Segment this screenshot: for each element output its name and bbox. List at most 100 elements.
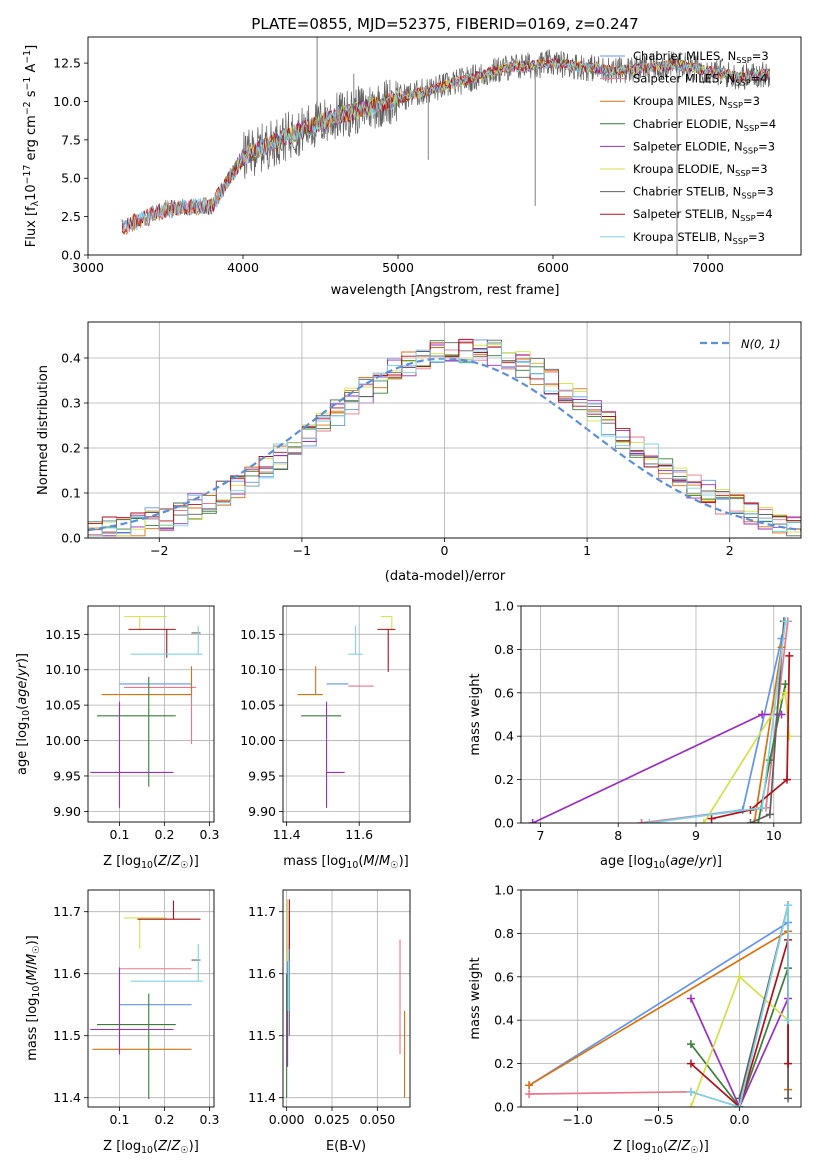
x-axis-label: Z [log10(Z/Z☉)] bbox=[103, 1139, 199, 1156]
x-tick-label: 3000 bbox=[72, 260, 104, 275]
y-tick-label: 11.4 bbox=[53, 1090, 81, 1105]
figure-title: PLATE=0855, MJD=52375, FIBERID=0169, z=0… bbox=[251, 15, 638, 33]
mass_vs_ebv-ticks: 0.000 0.025 0.050 11.4 11.5 11.6 11.7 bbox=[248, 890, 410, 1127]
weight-marker-kroupa-stelib bbox=[758, 803, 767, 812]
mass_vs_Z-ticks: 0.1 0.2 0.3 11.4 11.5 11.6 11.7 bbox=[53, 890, 219, 1127]
x-tick-label: 4000 bbox=[227, 260, 259, 275]
weight-marker-salpeter-elodie bbox=[528, 819, 537, 823]
spectrum-line-kroupa-stelib bbox=[121, 59, 770, 233]
weight-marker-kroupa-stelib bbox=[686, 1087, 695, 1096]
legend-entry-chabrier-miles: Chabrier MILES, NSSP=3 bbox=[633, 49, 769, 65]
y-tick-label: 1.0 bbox=[494, 883, 514, 898]
x-axis-label: wavelength [Angstrom, rest frame] bbox=[331, 283, 560, 298]
x-tick-label: −2 bbox=[150, 543, 168, 558]
y-tick-label: 11.5 bbox=[53, 1028, 81, 1043]
y-tick-label: 0.8 bbox=[494, 642, 514, 657]
x-tick-label: 7000 bbox=[692, 260, 724, 275]
y-tick-label: 10.15 bbox=[45, 627, 81, 642]
legend-entry-kroupa-elodie: Kroupa ELODIE, NSSP=3 bbox=[633, 162, 768, 178]
spectrum-panel: 3000 4000 5000 6000 7000 0.0 2.5 5.0 7.5 10.0 12.5… bbox=[22, 36, 802, 298]
age_vs_Z-panel: 0.1 0.2 0.3 9.90 9.95 10.00 10.05 10.10 10.15 Z [… bbox=[15, 605, 219, 871]
y-tick-label: 0.2 bbox=[494, 772, 514, 787]
spectrum-ticks: 3000 4000 5000 6000 7000 0.0 2.5 5.0 7.5 10.0 12.5 bbox=[53, 56, 724, 275]
weight-marker-kroupa-miles bbox=[525, 1081, 534, 1090]
y-tick-label: 9.90 bbox=[53, 804, 81, 819]
weight-marker-kroupa-stelib bbox=[784, 901, 793, 910]
spectrum-line-salpeter-stelib bbox=[121, 57, 770, 235]
x-axis-label: E(B-V) bbox=[326, 1139, 366, 1154]
x-tick-label: 1 bbox=[583, 543, 591, 558]
y-tick-label: 7.5 bbox=[61, 132, 81, 147]
y-tick-label: 10.15 bbox=[240, 627, 276, 642]
weight-line-kroupa-stelib bbox=[690, 905, 789, 1107]
age_vs_mass-panel: 11.4 11.6 9.90 9.95 10.00 10.05 10.10 10.15 mass… bbox=[240, 605, 411, 871]
legend: N(0, 1) bbox=[700, 337, 781, 351]
axes-frame bbox=[282, 889, 411, 1108]
y-tick-label: 10.00 bbox=[240, 733, 276, 748]
weight-marker-kroupa-stelib bbox=[735, 1103, 744, 1107]
weight-marker-salpeter-stelib bbox=[784, 1059, 793, 1068]
weight_vs_age-panel: 7 8 9 10 0.0 0.2 0.4 0.6 0.8 1.0 age [log10(age/yr… bbox=[468, 599, 802, 871]
weight-marker-kroupa-elodie bbox=[785, 732, 794, 741]
y-tick-label: 9.95 bbox=[53, 768, 81, 783]
x-tick-label: 11.4 bbox=[273, 827, 301, 842]
x-axis-label: age [log10(age/yr)] bbox=[600, 854, 722, 871]
weight-line-chabrier-miles bbox=[528, 921, 789, 1087]
y-tick-label: 11.5 bbox=[248, 1028, 276, 1043]
plot-area bbox=[90, 900, 203, 1099]
y-tick-label: 10.05 bbox=[240, 698, 276, 713]
legend-entry-kroupa-miles: Kroupa MILES, NSSP=3 bbox=[633, 94, 760, 110]
y-tick-label: 0.4 bbox=[494, 1013, 514, 1028]
y-tick-label: 0.0 bbox=[494, 1100, 514, 1115]
plot-area bbox=[528, 617, 794, 823]
plot-area bbox=[121, 37, 771, 255]
weight-marker-kroupa-elodie bbox=[686, 1103, 695, 1107]
y-tick-label: 0.4 bbox=[61, 351, 81, 366]
y-tick-label: 11.7 bbox=[53, 904, 81, 919]
plot-area bbox=[286, 899, 406, 1098]
legend-entry-kroupa-stelib: Kroupa STELIB, NSSP=3 bbox=[633, 230, 765, 246]
weight-marker-kroupa-stelib bbox=[784, 1016, 793, 1025]
y-tick-label: 0.2 bbox=[494, 1056, 514, 1071]
plot-area bbox=[525, 901, 793, 1107]
axes-frame bbox=[520, 605, 802, 824]
axes-frame bbox=[87, 321, 802, 539]
plot-area bbox=[297, 616, 396, 808]
x-tick-label: 0.2 bbox=[155, 1112, 175, 1127]
weight_vs_Z-panel: −1.0 −0.5 0.0 0.0 0.2 0.4 0.6 0.8 1.0 Z [log10(Z/… bbox=[468, 883, 802, 1156]
x-tick-label: −0.5 bbox=[643, 1112, 673, 1127]
axes-frame bbox=[282, 605, 411, 823]
weight-marker-salpeter-stelib bbox=[785, 651, 794, 660]
y-tick-label: 10.05 bbox=[45, 698, 81, 713]
weight-marker-chabrier-stelib bbox=[746, 819, 755, 823]
weight-marker-salpeter-elodie bbox=[777, 710, 786, 719]
y-tick-label: 0.0 bbox=[61, 531, 81, 546]
y-tick-label: 11.6 bbox=[53, 966, 81, 981]
y-tick-label: 0.1 bbox=[61, 486, 81, 501]
weight-marker-kroupa-stelib bbox=[781, 617, 790, 626]
x-tick-label: 8 bbox=[614, 828, 622, 843]
x-tick-label: −1.0 bbox=[562, 1112, 592, 1127]
x-tick-label: −1 bbox=[293, 543, 311, 558]
x-tick-label: 0.3 bbox=[200, 1112, 220, 1127]
weight-line-kroupa-miles bbox=[753, 647, 783, 823]
weight-marker-salpeter-miles bbox=[637, 819, 646, 823]
x-tick-label: 5000 bbox=[382, 260, 414, 275]
x-tick-label: 0.0 bbox=[730, 1112, 750, 1127]
y-tick-label: 0.6 bbox=[494, 685, 514, 700]
y-tick-label: 0.4 bbox=[494, 729, 514, 744]
weight-marker-kroupa-elodie bbox=[699, 819, 708, 823]
y-tick-label: 0.0 bbox=[61, 248, 81, 263]
y-tick-label: 0.0 bbox=[494, 816, 514, 831]
y-axis-label: mass weight bbox=[468, 673, 483, 755]
axes-frame bbox=[87, 605, 215, 823]
y-tick-label: 12.5 bbox=[53, 56, 81, 71]
weight-marker-chabrier-elodie bbox=[686, 1040, 695, 1049]
x-tick-label: 0.1 bbox=[110, 827, 130, 842]
weight-marker-salpeter-stelib bbox=[707, 814, 716, 823]
x-tick-label: 10 bbox=[766, 828, 782, 843]
x-tick-label: 0.000 bbox=[269, 1112, 305, 1127]
y-axis-label: mass weight bbox=[468, 957, 483, 1039]
x-tick-label: 7 bbox=[536, 828, 544, 843]
